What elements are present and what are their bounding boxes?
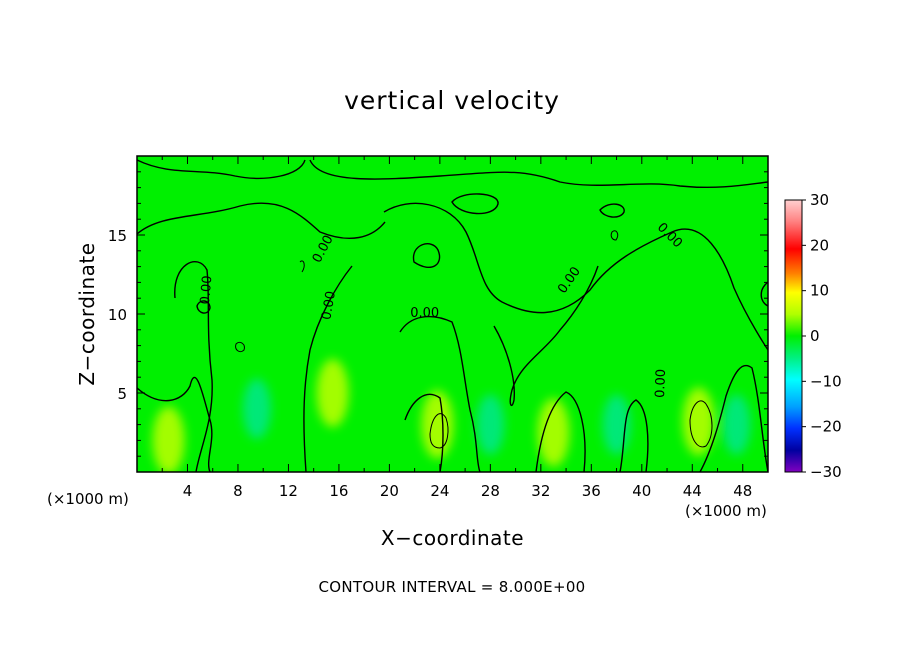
field-blob-updraft bbox=[421, 390, 454, 459]
x-tick-label: 8 bbox=[233, 482, 243, 500]
contour-mid bbox=[493, 265, 599, 407]
contour-plume-3 bbox=[404, 393, 444, 472]
x-axis-label: X−coordinate bbox=[380, 526, 525, 550]
colorbar-tick-label: −10 bbox=[810, 372, 842, 390]
x-axis-ticks: 4 8 12 16 20 24 28 32 36 40 44 48 bbox=[161, 156, 769, 500]
colorbar-ticks: 30 20 10 0 −10 −20 −30 bbox=[802, 191, 842, 481]
colorbar bbox=[784, 199, 803, 473]
contour-interval-note: CONTOUR INTERVAL = 8.000E+00 bbox=[318, 578, 586, 596]
x-tick-label: 28 bbox=[481, 482, 500, 500]
contour-left-column bbox=[174, 260, 213, 472]
contour-inner-updraft-44 bbox=[689, 400, 713, 448]
y-tick-label: 5 bbox=[117, 385, 127, 403]
colorbar-tick-label: 30 bbox=[810, 191, 829, 209]
colorbar-tick-label: 10 bbox=[810, 282, 829, 300]
contour-small-2 bbox=[299, 260, 305, 273]
contour-right-plume bbox=[535, 391, 586, 472]
x-tick-label: 48 bbox=[733, 482, 752, 500]
contour-inner-updraft-24 bbox=[429, 413, 449, 449]
contour-small-3 bbox=[610, 230, 619, 241]
x-tick-label: 16 bbox=[329, 482, 348, 500]
x-tick-label: 20 bbox=[380, 482, 399, 500]
field-blob-downdraft bbox=[722, 394, 751, 455]
x-tick-label: 24 bbox=[430, 482, 449, 500]
contour-blob-right bbox=[599, 203, 625, 218]
contour-label: 0.00 bbox=[410, 306, 439, 321]
x-tick-label: 36 bbox=[582, 482, 601, 500]
x-tick-label: 44 bbox=[683, 482, 702, 500]
contour-right-plume-2 bbox=[619, 399, 649, 472]
contour-plume-1 bbox=[303, 265, 353, 472]
contour-small-1 bbox=[235, 341, 245, 353]
chart-title: vertical velocity bbox=[344, 86, 560, 115]
colorbar-tick-label: 0 bbox=[810, 327, 820, 345]
field-blob-updraft bbox=[537, 398, 570, 467]
contour-far-right bbox=[699, 364, 768, 472]
colorbar-tick-label: −30 bbox=[810, 463, 842, 481]
colorbar-tick-label: 20 bbox=[810, 236, 829, 254]
field-blob-updraft bbox=[316, 359, 349, 427]
field-blob-downdraft bbox=[242, 378, 271, 439]
y-axis-ticks: 5 10 15 bbox=[108, 171, 768, 457]
contour-top bbox=[137, 159, 768, 189]
x-tick-label: 40 bbox=[632, 482, 651, 500]
contour-label: 0.00 bbox=[198, 275, 215, 305]
contour-label: 0.00 bbox=[319, 290, 339, 321]
contour-blob-left bbox=[196, 300, 211, 314]
contour-label: 0.00 bbox=[653, 369, 669, 398]
field-blob-downdraft bbox=[476, 394, 505, 455]
y-tick-label: 15 bbox=[108, 227, 127, 245]
x-tick-label: 4 bbox=[183, 482, 193, 500]
field-blob-updraft bbox=[152, 406, 185, 472]
x-unit-label-right: (×1000 m) bbox=[685, 502, 767, 520]
x-unit-label-left: (×1000 m) bbox=[47, 490, 129, 508]
contour-lines bbox=[137, 159, 768, 472]
contour-plume-2 bbox=[399, 315, 481, 472]
colorbar-tick-label: −20 bbox=[810, 418, 842, 436]
x-tick-label: 12 bbox=[279, 482, 298, 500]
y-tick-label: 10 bbox=[108, 306, 127, 324]
contour-blob-mid bbox=[412, 243, 441, 268]
x-tick-label: 32 bbox=[531, 482, 550, 500]
field-blob-downdraft bbox=[602, 394, 631, 455]
contour-center-ridge bbox=[383, 202, 768, 351]
contour-blob-top bbox=[451, 193, 499, 215]
contour-upper-left bbox=[137, 202, 386, 239]
contour-left-updraft bbox=[137, 376, 213, 472]
contour-right-edge bbox=[760, 281, 768, 307]
